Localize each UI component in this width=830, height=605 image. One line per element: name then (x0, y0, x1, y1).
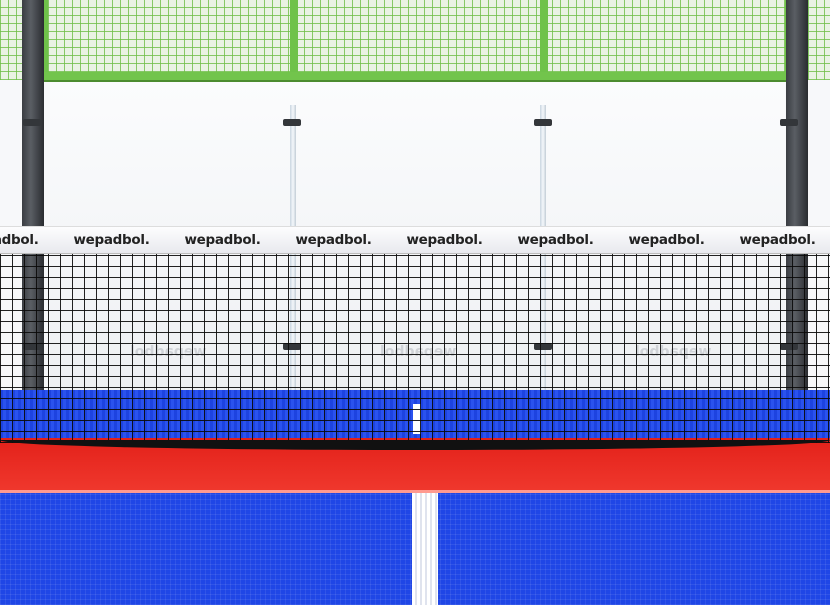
band-logo: wepadbol. (517, 232, 594, 248)
band-logo: wepadbol. (0, 232, 39, 248)
band-logo: wepadbol. (73, 232, 150, 248)
fence-post (540, 0, 548, 80)
band-logo: wepadbol. (739, 232, 816, 248)
service-line (0, 490, 830, 493)
net-headband: wepadbol. wepadbol. wepadbol. wepadbol. … (0, 226, 830, 254)
band-logo: wepadbol. (406, 232, 483, 248)
net-mesh (0, 253, 830, 443)
net-bottom-cord (0, 440, 830, 450)
glass-clamp (283, 119, 301, 126)
band-logo: wepadbol. (184, 232, 261, 248)
band-logo: wepadbol. (295, 232, 372, 248)
near-center-line (412, 493, 438, 605)
fence-post (290, 0, 298, 80)
green-mesh-fence (0, 0, 830, 80)
glass-clamp (23, 119, 41, 126)
fence-rail (40, 72, 790, 82)
glass-clamp (534, 119, 552, 126)
fence-post (40, 0, 48, 80)
band-logo: wepadbol. (628, 232, 705, 248)
glass-clamp (780, 119, 798, 126)
